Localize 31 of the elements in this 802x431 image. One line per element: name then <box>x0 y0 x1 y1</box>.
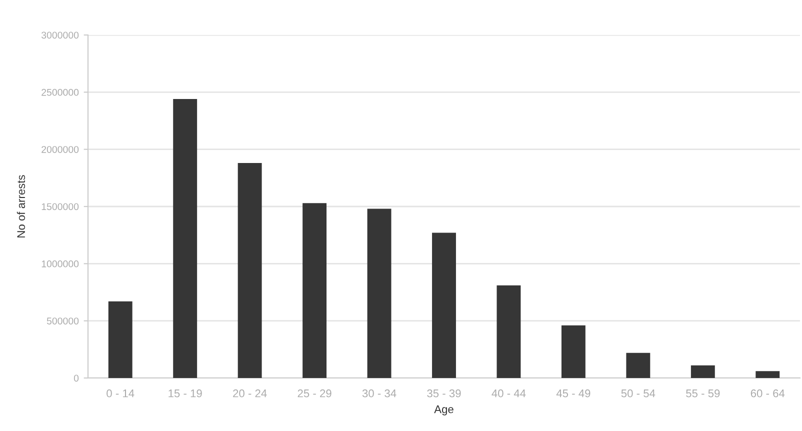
x-axis-title: Age <box>434 405 454 416</box>
bar <box>496 285 521 378</box>
y-tick-label: 2500000 <box>42 88 79 96</box>
bar <box>690 365 715 378</box>
x-tick-label: 55 - 59 <box>686 389 720 398</box>
bar <box>302 203 327 378</box>
x-tick-label: 45 - 49 <box>556 389 590 398</box>
x-tick-label: 20 - 24 <box>233 389 267 398</box>
x-tick-label: 15 - 19 <box>168 389 202 398</box>
bar <box>173 99 198 378</box>
bar <box>561 325 586 378</box>
x-tick-label: 60 - 64 <box>750 389 785 398</box>
x-tick-label: 50 - 54 <box>621 389 656 398</box>
x-tick-label: 35 - 39 <box>427 389 461 398</box>
bar <box>238 163 262 378</box>
bar <box>432 232 456 378</box>
x-tick-label: 25 - 29 <box>298 389 332 398</box>
x-tick-label: 40 - 44 <box>492 389 526 398</box>
y-tick-label: 1500000 <box>42 203 79 210</box>
y-axis-title: No of arrests <box>16 175 26 238</box>
bar <box>367 208 392 378</box>
bar <box>108 301 132 378</box>
y-tick-label: 3000000 <box>42 32 79 39</box>
x-tick-label: 0 - 14 <box>106 389 134 398</box>
y-tick-label: 2000000 <box>42 146 79 153</box>
y-tick-label: 0 <box>74 374 79 382</box>
x-tick-label: 30 - 34 <box>362 389 396 398</box>
bar <box>756 371 780 378</box>
y-tick-label: 1000000 <box>42 260 79 268</box>
y-tick-label: 500000 <box>46 318 79 324</box>
bar <box>626 352 650 378</box>
